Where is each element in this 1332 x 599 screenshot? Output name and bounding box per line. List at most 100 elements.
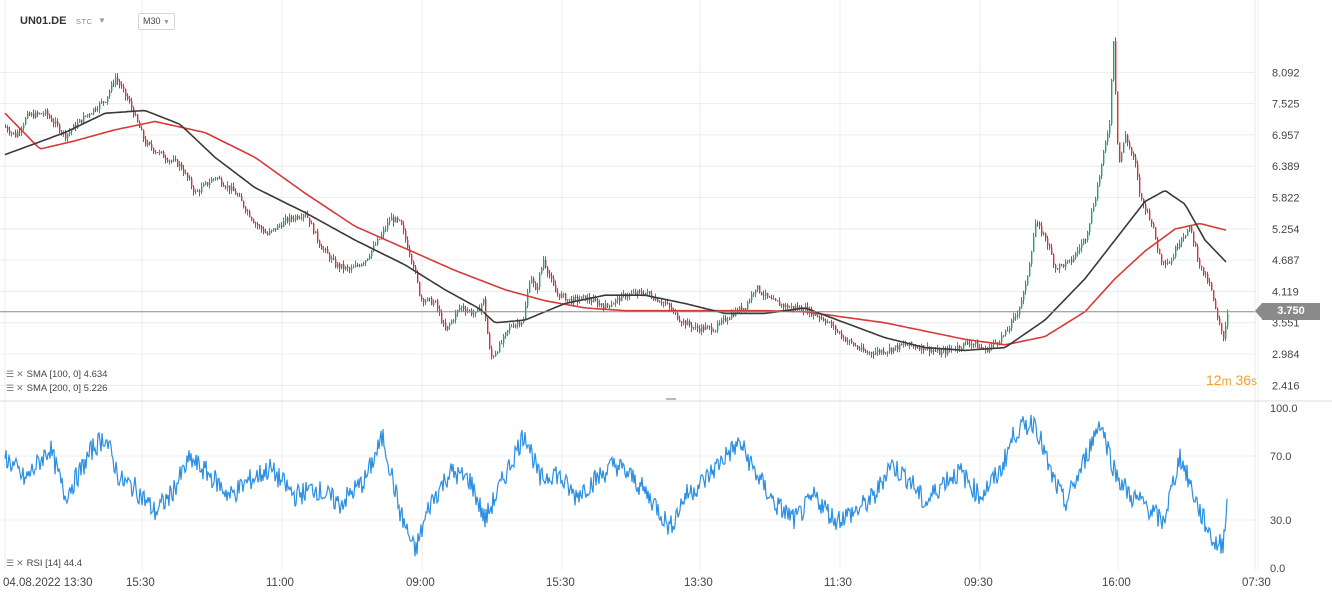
candle <box>605 300 607 309</box>
candle <box>1223 330 1225 342</box>
candle <box>267 231 269 236</box>
candle <box>829 321 831 324</box>
candle <box>357 262 359 268</box>
candle <box>87 114 89 118</box>
sma100-legend[interactable]: ☰ ✕ SMA [100, 0] 4.634 <box>6 369 107 380</box>
candle <box>545 256 547 269</box>
candle <box>965 340 967 346</box>
candle <box>1075 251 1077 260</box>
candle <box>701 323 703 336</box>
pane-resize-handle[interactable] <box>666 398 676 400</box>
candle <box>197 189 199 192</box>
settings-icon[interactable]: ☰ <box>6 558 15 568</box>
candle <box>219 175 221 180</box>
candle <box>225 185 227 190</box>
candle <box>901 343 903 346</box>
candle <box>547 266 549 278</box>
candle <box>159 149 161 156</box>
candle <box>459 304 461 312</box>
rsi-y-tick-label: 70.0 <box>1270 451 1291 463</box>
candle <box>527 288 529 309</box>
candle <box>1083 238 1085 246</box>
candle <box>565 292 567 302</box>
candle <box>313 222 315 235</box>
candle <box>871 351 873 358</box>
candle <box>597 297 599 308</box>
candle <box>853 341 855 347</box>
y-tick-label: 5.822 <box>1272 193 1300 205</box>
candle <box>961 346 963 353</box>
close-icon[interactable]: ✕ <box>16 558 24 568</box>
candle <box>355 260 357 268</box>
candle <box>857 344 859 350</box>
candle <box>629 292 631 300</box>
stc-label[interactable]: STC <box>76 17 93 26</box>
settings-icon[interactable]: ☰ <box>6 369 15 379</box>
chevron-down-icon[interactable]: ▼ <box>98 16 106 25</box>
candle <box>113 79 115 88</box>
candle <box>1117 91 1119 145</box>
candle <box>1021 296 1023 309</box>
candle <box>399 219 401 222</box>
candle <box>395 216 397 223</box>
candle <box>881 349 883 356</box>
candle <box>89 113 91 118</box>
candle <box>707 324 709 330</box>
candle <box>1057 268 1059 271</box>
candle <box>371 250 373 259</box>
candle <box>1097 182 1099 201</box>
candle <box>979 344 981 349</box>
candle <box>1193 231 1195 247</box>
timeframe-button[interactable]: M30 ▼ <box>138 13 175 30</box>
candle <box>541 266 543 275</box>
candle <box>281 221 283 229</box>
settings-icon[interactable]: ☰ <box>6 383 15 393</box>
candle <box>295 214 297 223</box>
candle <box>575 294 577 301</box>
candle <box>259 224 261 230</box>
candle <box>535 281 537 291</box>
candle <box>49 113 51 120</box>
candle <box>945 346 947 358</box>
candle <box>1043 231 1045 236</box>
candle <box>819 315 821 323</box>
candle <box>211 176 213 183</box>
candle <box>887 351 889 357</box>
candle <box>1053 253 1055 269</box>
candle <box>755 289 757 298</box>
candle <box>375 241 377 247</box>
candle <box>827 319 829 324</box>
candle <box>507 329 509 337</box>
candle <box>179 160 181 171</box>
candle <box>401 219 403 226</box>
sma200-legend[interactable]: ☰ ✕ SMA [200, 0] 5.226 <box>6 383 107 394</box>
close-icon[interactable]: ✕ <box>16 369 24 379</box>
candle <box>1217 307 1219 321</box>
candle <box>625 292 627 300</box>
candle <box>995 339 997 343</box>
candle <box>323 245 325 253</box>
candle <box>163 150 165 158</box>
candle <box>275 228 277 232</box>
candle <box>855 342 857 347</box>
close-icon[interactable]: ✕ <box>16 383 24 393</box>
candle <box>273 227 275 232</box>
candle <box>709 325 711 330</box>
candle <box>1189 226 1191 232</box>
candle <box>727 316 729 325</box>
candle <box>1215 298 1217 310</box>
candle <box>135 111 137 117</box>
candle <box>519 320 521 328</box>
x-tick-label: 11:30 <box>824 577 852 589</box>
candle <box>413 260 415 270</box>
candle <box>947 345 949 357</box>
candle <box>465 305 467 316</box>
candle <box>43 111 45 118</box>
candle <box>851 338 853 345</box>
rsi-legend[interactable]: ☰ ✕ RSI [14] 44.4 <box>6 558 82 569</box>
candle <box>691 322 693 333</box>
candle <box>617 295 619 304</box>
candle <box>171 159 173 164</box>
candle <box>679 315 681 323</box>
